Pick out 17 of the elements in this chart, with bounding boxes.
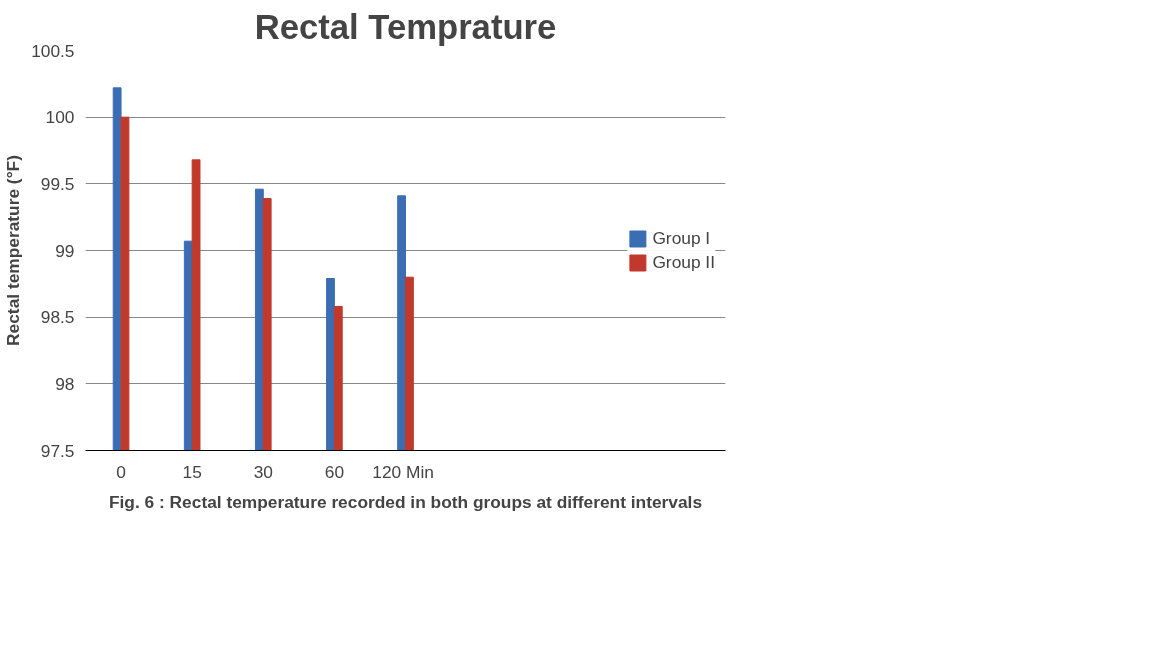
y-tick-label: 97.5: [40, 440, 75, 461]
legend-label: Group I: [652, 227, 711, 249]
y-tick-label: 99: [55, 240, 75, 261]
y-tick-label: 98.5: [40, 307, 75, 328]
y-axis-title: Rectal temperature (°F): [3, 155, 24, 346]
chart-title: Rectal Temprature: [254, 7, 557, 46]
x-tick-label: 0: [116, 461, 126, 482]
y-tick-label: 99.5: [40, 173, 75, 194]
y-tick-label: 98: [55, 373, 75, 394]
x-tick-label: 30: [253, 461, 273, 482]
y-tick-label: 100: [45, 107, 75, 128]
x-tick-label: 120 Min: [372, 461, 434, 482]
legend-label: Group II: [652, 251, 715, 273]
x-tick-label: 15: [182, 461, 202, 482]
caption: Fig. 6 : Rectal temperature recorded in both groups at different intervals: [108, 491, 703, 512]
y-tick-label: 100.5: [31, 40, 75, 61]
x-tick-label: 60: [324, 461, 345, 482]
